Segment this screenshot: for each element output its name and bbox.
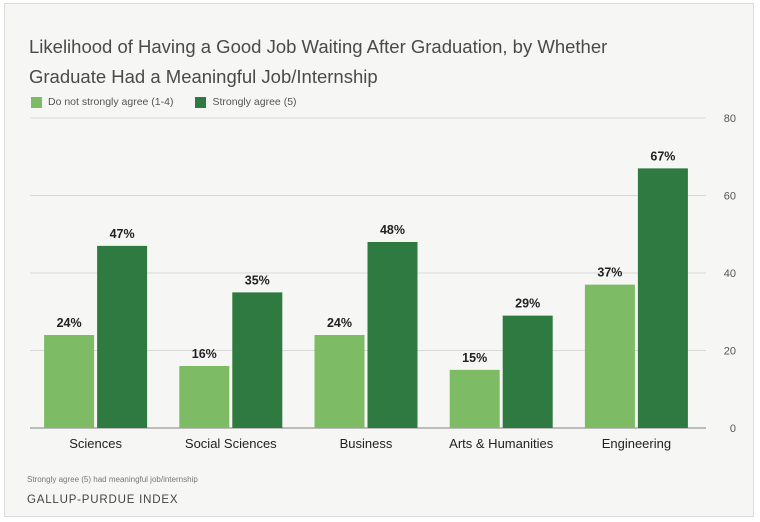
- data-label: 48%: [380, 223, 405, 237]
- legend-label-strongly-agree: Strongly agree (5): [212, 96, 297, 108]
- data-label: 47%: [110, 227, 135, 241]
- y-tick-label: 20: [724, 346, 736, 358]
- x-category-label: Sciences: [69, 436, 122, 451]
- legend-swatch-light: [31, 96, 42, 108]
- data-label: 24%: [57, 316, 82, 330]
- legend-item-strongly-agree: Strongly agree (5): [195, 96, 297, 108]
- x-category-label: Engineering: [602, 436, 671, 451]
- chart-footnote: Strongly agree (5) had meaningful job/in…: [27, 475, 198, 484]
- y-tick-label: 60: [724, 191, 736, 203]
- chart-title: Likelihood of Having a Good Job Waiting …: [29, 32, 669, 92]
- legend-label-not-strongly-agree: Do not strongly agree (1-4): [48, 96, 174, 108]
- y-tick-label: 0: [730, 423, 736, 435]
- data-label: 24%: [327, 316, 352, 330]
- bar-not-strongly-agree: [179, 366, 230, 428]
- bar-not-strongly-agree: [44, 335, 95, 428]
- legend-swatch-dark: [195, 96, 207, 108]
- data-label: 37%: [597, 266, 622, 280]
- bar-strongly-agree: [232, 292, 283, 428]
- x-category-label: Business: [340, 436, 393, 451]
- y-tick-label: 40: [724, 268, 736, 280]
- x-category-label: Social Sciences: [185, 436, 277, 451]
- bar-not-strongly-agree: [314, 335, 365, 428]
- y-tick-label: 80: [724, 113, 736, 125]
- data-label: 67%: [650, 149, 675, 163]
- chart-legend: Do not strongly agree (1-4) Strongly agr…: [31, 96, 319, 108]
- bar-strongly-agree: [502, 315, 553, 428]
- bar-not-strongly-agree: [584, 284, 635, 428]
- data-label: 29%: [515, 297, 540, 311]
- data-label: 16%: [192, 347, 217, 361]
- bar-strongly-agree: [367, 242, 418, 428]
- bar-strongly-agree: [97, 245, 148, 428]
- chart-title-line-1: Likelihood of Having a Good Job Waiting …: [29, 36, 608, 57]
- legend-item-not-strongly-agree: Do not strongly agree (1-4): [31, 96, 173, 108]
- data-label: 35%: [245, 273, 270, 287]
- chart-title-line-2: Graduate Had a Meaningful Job/Internship: [29, 66, 378, 87]
- x-category-label: Arts & Humanities: [449, 436, 554, 451]
- chart-source: GALLUP-PURDUE INDEX: [27, 494, 179, 506]
- bar-not-strongly-agree: [449, 369, 500, 428]
- data-label: 15%: [462, 351, 487, 365]
- bar-strongly-agree: [637, 168, 688, 428]
